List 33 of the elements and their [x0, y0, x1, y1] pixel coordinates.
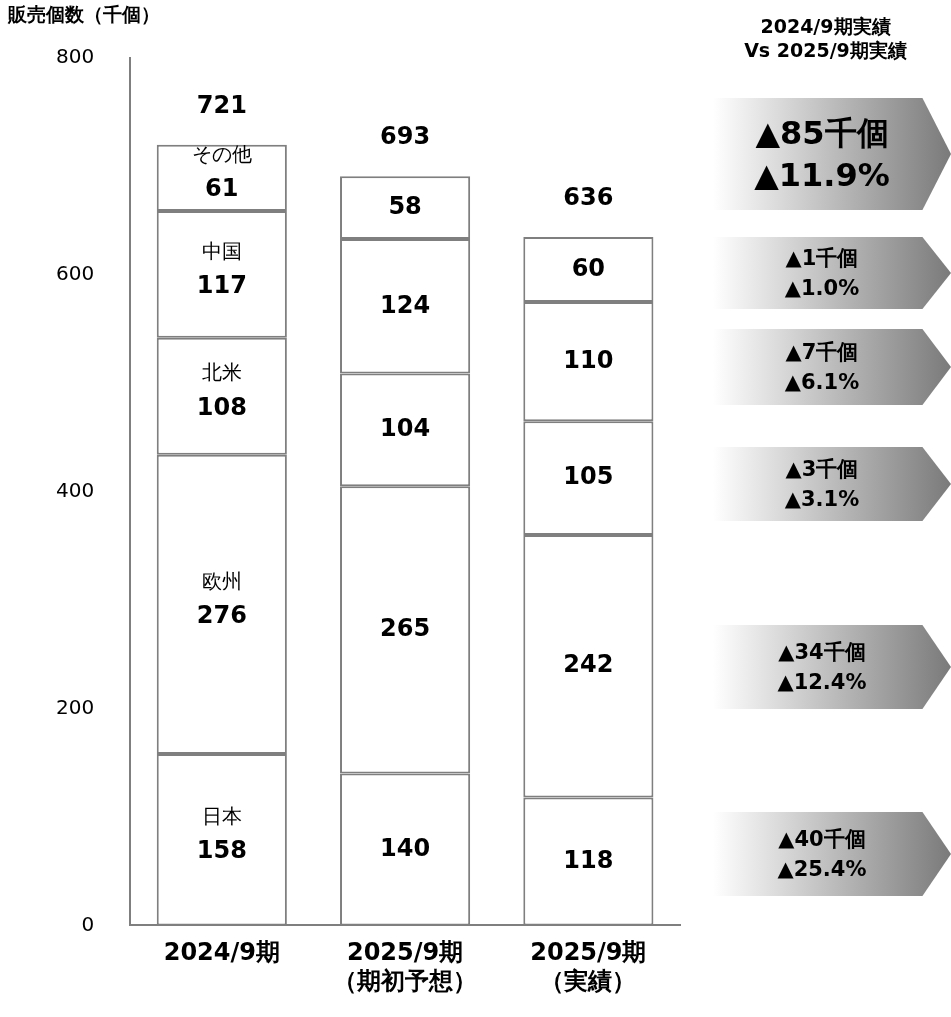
- x-tick-label: 2024/9期: [163, 938, 280, 967]
- data-label: 276: [196, 600, 247, 629]
- y-tick-label: 400: [55, 477, 95, 502]
- total-label: 636: [563, 183, 614, 212]
- series-label: その他: [191, 142, 252, 167]
- series-label: 北米: [201, 360, 242, 385]
- total-label: 693: [380, 122, 431, 151]
- data-label: 140: [380, 833, 431, 862]
- data-label: 104: [380, 414, 431, 443]
- series-label: 欧州: [201, 568, 242, 593]
- data-label: 60: [571, 253, 606, 282]
- data-label: 61: [205, 174, 239, 203]
- data-label: 58: [388, 191, 422, 220]
- data-label: 117: [196, 270, 247, 299]
- data-label: 158: [196, 835, 247, 864]
- data-label: 265: [380, 614, 431, 643]
- data-label: 118: [563, 845, 614, 874]
- data-label: 124: [380, 290, 431, 319]
- series-label: 日本: [201, 803, 242, 828]
- text: 2024/9期実績 Vs 2025/9期実績: [743, 14, 908, 62]
- y-axis-title: 販売個数（千個）: [7, 2, 160, 25]
- data-label: 242: [563, 650, 614, 679]
- y-tick-label: 200: [55, 694, 95, 719]
- series-label: 中国: [201, 238, 242, 263]
- x-tick-label: 2025/9期（期初予想）: [333, 938, 478, 995]
- y-tick-label: 800: [55, 44, 95, 69]
- y-tick-label: 0: [81, 911, 95, 936]
- y-tick-label: 600: [55, 261, 95, 286]
- data-label: 108: [196, 392, 247, 421]
- total-label: 721: [196, 90, 247, 119]
- x-tick-label: 2025/9期（実績）: [530, 938, 647, 995]
- data-label: 110: [563, 345, 614, 374]
- data-label: 105: [563, 462, 614, 491]
